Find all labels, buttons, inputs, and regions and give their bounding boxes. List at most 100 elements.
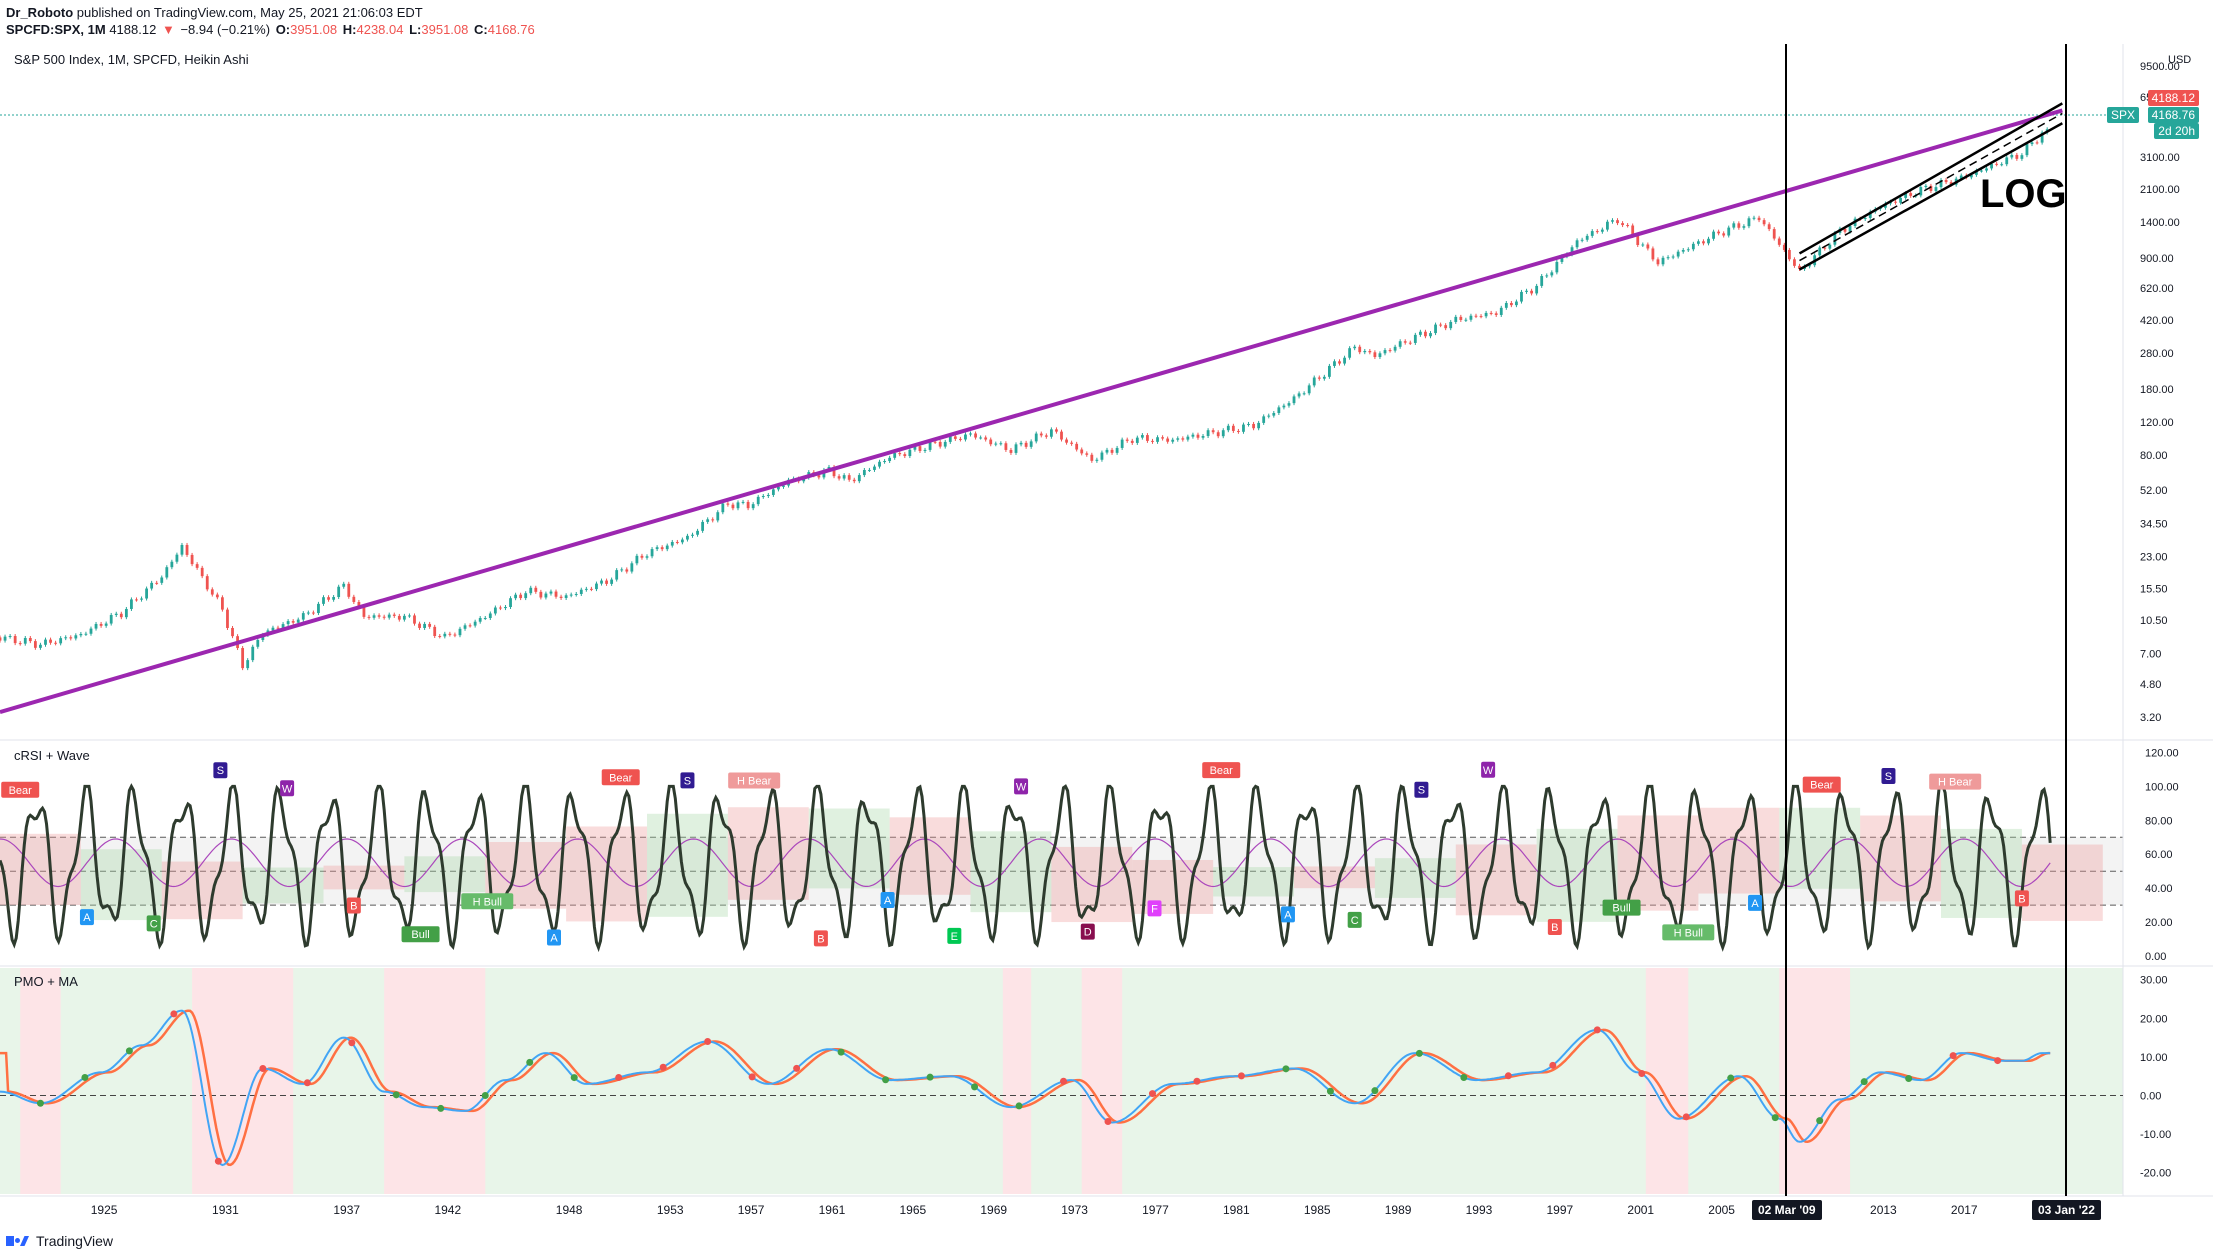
time-tick-label: 1931 xyxy=(212,1203,239,1217)
crsi-marker-box xyxy=(1202,762,1241,779)
price-candle xyxy=(1742,226,1746,228)
pmo-cross-dot xyxy=(481,1092,489,1100)
price-candle xyxy=(1282,405,1286,408)
crsi-marker: A xyxy=(79,909,94,926)
price-candle xyxy=(145,588,148,599)
crsi-wave-segment xyxy=(161,861,243,920)
price-candle xyxy=(1772,229,1776,239)
price-candle xyxy=(519,594,523,599)
price-candle xyxy=(1535,285,1539,294)
price-candle xyxy=(1722,233,1726,236)
pmo-axis[interactable]: 30.00 20.00 10.00 0.00 -10.00 -20.00 xyxy=(2140,975,2171,1180)
price-tick-label: 2100.00 xyxy=(2140,184,2180,196)
price-candle xyxy=(1990,163,1993,169)
crsi-marker-box xyxy=(813,930,828,947)
publish-line: Dr_Roboto published on TradingView.com, … xyxy=(6,4,537,21)
price-candle xyxy=(433,626,437,637)
crsi-marker-box xyxy=(1,781,40,798)
price-candle xyxy=(1454,316,1458,322)
author-name[interactable]: Dr_Roboto xyxy=(6,5,74,20)
pmo-tick-label: -20.00 xyxy=(2140,1168,2171,1180)
pmo-cross-dot xyxy=(348,1039,356,1047)
time-tick-label: 1953 xyxy=(657,1203,684,1217)
crsi-marker: C xyxy=(1347,911,1362,928)
price-candle xyxy=(1277,407,1281,414)
crsi-marker-box xyxy=(1414,781,1429,798)
price-tick-label: 34.50 xyxy=(2140,518,2168,530)
price-candle xyxy=(428,623,432,627)
symbol-label: SPCFD:SPX, 1M xyxy=(6,22,106,37)
price-candle xyxy=(1520,291,1523,302)
crsi-marker: S xyxy=(213,762,228,779)
crsi-tick-label: 40.00 xyxy=(2145,883,2173,895)
price-candle xyxy=(13,636,17,644)
price-candle xyxy=(1504,302,1508,308)
pmo-cross-dot xyxy=(1193,1077,1201,1085)
trendlines[interactable] xyxy=(0,102,2063,714)
price-axis[interactable]: 9500.006500.003100.002100.001400.00900.0… xyxy=(2140,61,2180,724)
price-candle xyxy=(1403,341,1407,343)
price-candle xyxy=(1570,247,1574,255)
price-candle xyxy=(1737,223,1741,228)
price-candle xyxy=(635,555,639,564)
price-candle xyxy=(468,625,472,627)
price-candle xyxy=(1600,229,1604,232)
price-candle xyxy=(1398,341,1402,347)
price-candle xyxy=(590,588,593,590)
price-tick-label: 10.50 xyxy=(2140,615,2168,627)
crsi-labels: Bear A C S W B Bull H Bull A Bear S H Bear B A E W D F Bea… xyxy=(1,761,2029,947)
price-candle xyxy=(680,539,684,543)
price-tick-label: 420.00 xyxy=(2140,315,2174,327)
price-candle xyxy=(2000,164,2004,166)
tradingview-logo[interactable]: TradingView xyxy=(6,1233,113,1249)
price-candle xyxy=(1171,439,1175,442)
price-candle xyxy=(1146,435,1149,441)
price-candle xyxy=(251,646,255,661)
price-candle xyxy=(402,615,406,620)
crsi-marker-text: A xyxy=(1284,909,1292,921)
price-candle xyxy=(332,597,336,600)
price-candle xyxy=(600,580,603,584)
crsi-axis[interactable]: 120.00 100.00 80.00 60.00 40.00 20.00 0.00 xyxy=(2145,747,2179,963)
pmo-cross-dot xyxy=(1371,1087,1379,1095)
crsi-marker: H Bear xyxy=(728,772,781,789)
pmo-cross-dot xyxy=(1682,1113,1690,1121)
price-candle xyxy=(1161,437,1164,439)
price-candle xyxy=(1580,239,1584,241)
price-candle xyxy=(44,639,47,645)
price-candle xyxy=(205,576,209,590)
time-tick-label: 1997 xyxy=(1547,1203,1574,1217)
price-candle xyxy=(1434,324,1437,334)
price-candle xyxy=(1408,342,1412,344)
price-candle xyxy=(1348,348,1352,358)
pmo-cross-dot xyxy=(125,1047,133,1055)
price-candle xyxy=(342,583,346,587)
price-candle xyxy=(509,598,512,607)
price-candle xyxy=(928,441,932,450)
price-candle xyxy=(1959,175,1963,179)
price-candle xyxy=(1550,272,1554,276)
crsi-marker-box xyxy=(1748,894,1763,911)
price-candle xyxy=(2005,157,2009,165)
price-candle xyxy=(337,586,341,598)
price-candle xyxy=(1429,333,1432,337)
log-annotation[interactable]: LOG xyxy=(1980,172,2067,216)
price-candle xyxy=(1671,256,1675,258)
price-candle xyxy=(1732,223,1736,228)
pmo-cross-dot xyxy=(1015,1102,1023,1110)
price-candle xyxy=(1317,377,1321,379)
price-candle xyxy=(140,598,143,600)
price-candle xyxy=(514,594,517,599)
time-tick-label: 1961 xyxy=(819,1203,846,1217)
price-candle xyxy=(2035,142,2039,144)
price-candle xyxy=(1156,437,1159,442)
price-candle xyxy=(114,613,118,615)
crsi-marker-text: A xyxy=(1751,898,1759,910)
price-candle xyxy=(185,544,189,555)
pmo-line xyxy=(0,1009,2051,1167)
price-tick-label: 3.20 xyxy=(2140,712,2161,724)
price-candle xyxy=(1656,259,1660,265)
pmo-cross-dot xyxy=(1638,1069,1646,1077)
crsi-marker-text: H Bull xyxy=(1674,927,1703,939)
